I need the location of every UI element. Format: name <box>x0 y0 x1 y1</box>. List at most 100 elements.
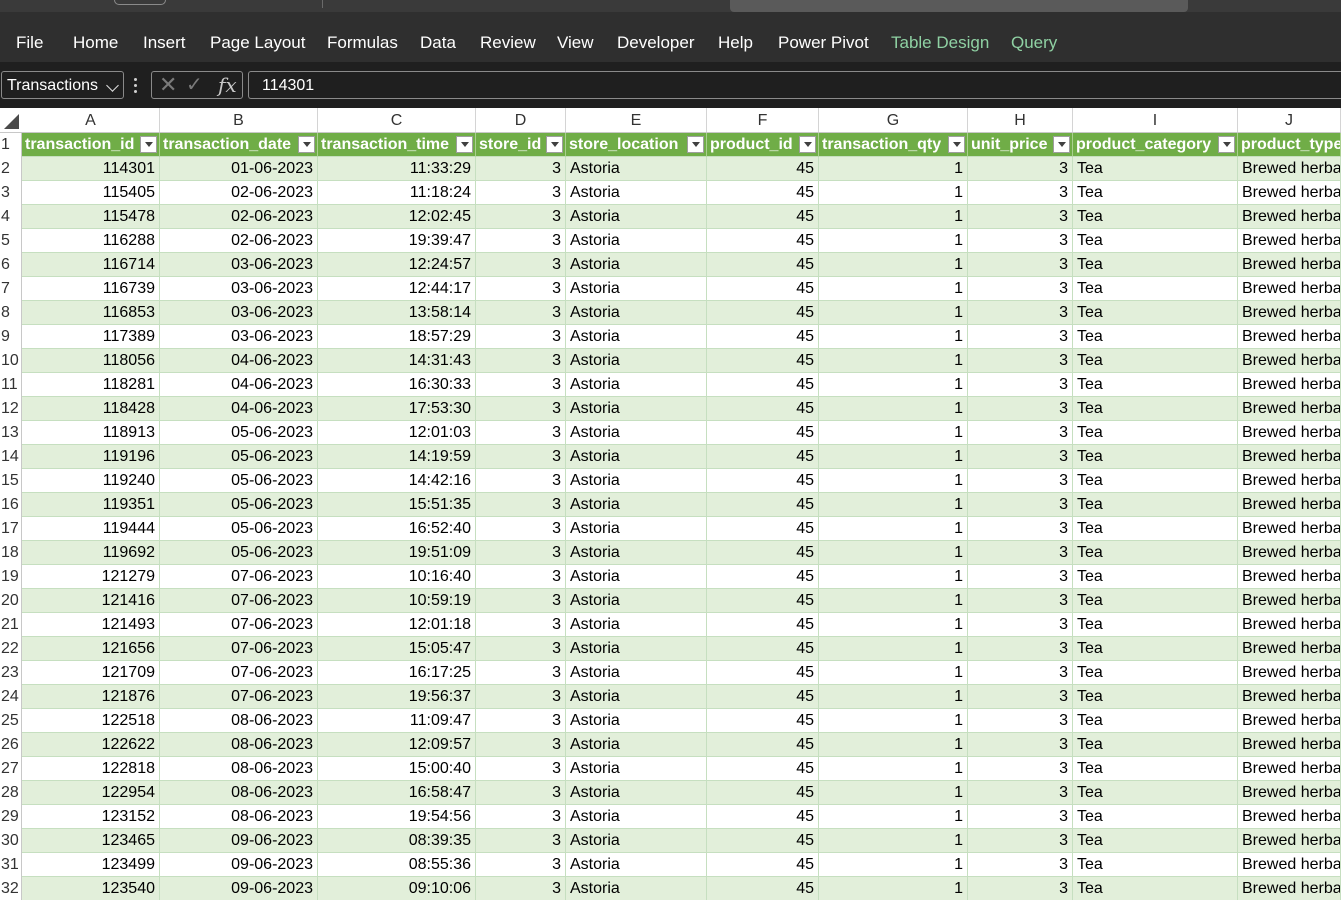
cell-unit-price[interactable]: 3 <box>968 373 1073 397</box>
cell-store-location[interactable]: Astoria <box>566 829 707 853</box>
header-cell-transaction-time[interactable]: transaction_time <box>318 133 476 157</box>
cell-product-category[interactable]: Tea <box>1073 181 1238 205</box>
cell-product-id[interactable]: 45 <box>707 829 819 853</box>
cell-store-location[interactable]: Astoria <box>566 493 707 517</box>
cell-product-id[interactable]: 45 <box>707 205 819 229</box>
cell-product-type[interactable]: Brewed herbal tea <box>1238 853 1341 877</box>
cell-store-id[interactable]: 3 <box>476 277 566 301</box>
row-header[interactable]: 7 <box>1 280 10 297</box>
cell-transaction-id[interactable]: 121656 <box>22 637 160 661</box>
cell-product-id[interactable]: 45 <box>707 853 819 877</box>
cell-transaction-time[interactable]: 10:16:40 <box>318 565 476 589</box>
cell-product-category[interactable]: Tea <box>1073 517 1238 541</box>
row-header[interactable]: 15 <box>1 472 19 489</box>
cell-product-type[interactable]: Brewed herbal tea <box>1238 781 1341 805</box>
cell-store-location[interactable]: Astoria <box>566 397 707 421</box>
cell-store-location[interactable]: Astoria <box>566 565 707 589</box>
autosave-toggle[interactable] <box>114 0 166 5</box>
cell-transaction-id[interactable]: 119444 <box>22 517 160 541</box>
cell-product-type[interactable]: Brewed herbal tea <box>1238 253 1341 277</box>
cell-transaction-date[interactable]: 02-06-2023 <box>160 205 318 229</box>
cell-transaction-id[interactable]: 116714 <box>22 253 160 277</box>
cell-transaction-date[interactable]: 09-06-2023 <box>160 877 318 900</box>
row-header[interactable]: 4 <box>1 208 10 225</box>
filter-dropdown-icon[interactable] <box>687 136 704 153</box>
cell-product-id[interactable]: 45 <box>707 181 819 205</box>
cell-product-id[interactable]: 45 <box>707 517 819 541</box>
cell-transaction-qty[interactable]: 1 <box>819 445 968 469</box>
row-header[interactable]: 30 <box>1 832 19 849</box>
filter-dropdown-icon[interactable] <box>456 136 473 153</box>
tab-power-pivot[interactable]: Power Pivot <box>778 33 869 52</box>
cell-product-type[interactable]: Brewed herbal tea <box>1238 397 1341 421</box>
cell-product-category[interactable]: Tea <box>1073 541 1238 565</box>
cell-store-id[interactable]: 3 <box>476 373 566 397</box>
header-cell-transaction-date[interactable]: transaction_date <box>160 133 318 157</box>
cell-product-type[interactable]: Brewed herbal tea <box>1238 301 1341 325</box>
row-header[interactable]: 3 <box>1 184 10 201</box>
cell-store-id[interactable]: 3 <box>476 853 566 877</box>
cell-store-id[interactable]: 3 <box>476 445 566 469</box>
cell-product-type[interactable]: Brewed herbal tea <box>1238 685 1341 709</box>
cell-product-id[interactable]: 45 <box>707 661 819 685</box>
cell-store-location[interactable]: Astoria <box>566 853 707 877</box>
cell-unit-price[interactable]: 3 <box>968 613 1073 637</box>
cell-transaction-time[interactable]: 15:00:40 <box>318 757 476 781</box>
cell-transaction-time[interactable]: 19:56:37 <box>318 685 476 709</box>
cell-transaction-qty[interactable]: 1 <box>819 613 968 637</box>
cell-transaction-qty[interactable]: 1 <box>819 709 968 733</box>
cell-store-location[interactable]: Astoria <box>566 301 707 325</box>
cell-product-id[interactable]: 45 <box>707 613 819 637</box>
cell-unit-price[interactable]: 3 <box>968 205 1073 229</box>
tab-home[interactable]: Home <box>73 33 119 52</box>
row-header[interactable]: 29 <box>1 808 19 825</box>
cell-product-type[interactable]: Brewed herbal tea <box>1238 541 1341 565</box>
row-header[interactable]: 24 <box>1 688 19 705</box>
cell-store-location[interactable]: Astoria <box>566 325 707 349</box>
cell-store-id[interactable]: 3 <box>476 613 566 637</box>
cell-store-id[interactable]: 3 <box>476 589 566 613</box>
cell-transaction-qty[interactable]: 1 <box>819 661 968 685</box>
cell-transaction-date[interactable]: 05-06-2023 <box>160 541 318 565</box>
column-header-j[interactable]: J <box>1238 108 1341 132</box>
cell-transaction-id[interactable]: 115478 <box>22 205 160 229</box>
cell-unit-price[interactable]: 3 <box>968 325 1073 349</box>
header-cell-product-category[interactable]: product_category <box>1073 133 1238 157</box>
cell-store-location[interactable]: Astoria <box>566 253 707 277</box>
cell-store-id[interactable]: 3 <box>476 757 566 781</box>
tab-review[interactable]: Review <box>480 33 536 52</box>
cell-product-category[interactable]: Tea <box>1073 709 1238 733</box>
cell-transaction-time[interactable]: 12:24:57 <box>318 253 476 277</box>
cell-unit-price[interactable]: 3 <box>968 397 1073 421</box>
chevron-down-icon[interactable] <box>106 79 119 92</box>
cell-transaction-qty[interactable]: 1 <box>819 781 968 805</box>
column-header-i[interactable]: I <box>1073 108 1238 132</box>
cell-transaction-qty[interactable]: 1 <box>819 229 968 253</box>
row-header[interactable]: 1 <box>1 136 10 153</box>
cell-product-id[interactable]: 45 <box>707 157 819 181</box>
cell-unit-price[interactable]: 3 <box>968 445 1073 469</box>
tab-file[interactable]: File <box>16 33 44 52</box>
cell-transaction-time[interactable]: 15:51:35 <box>318 493 476 517</box>
cell-unit-price[interactable]: 3 <box>968 349 1073 373</box>
cell-product-category[interactable]: Tea <box>1073 853 1238 877</box>
cell-store-location[interactable]: Astoria <box>566 613 707 637</box>
cell-store-location[interactable]: Astoria <box>566 421 707 445</box>
row-header[interactable]: 25 <box>1 712 19 729</box>
cell-transaction-qty[interactable]: 1 <box>819 373 968 397</box>
tab-data[interactable]: Data <box>420 33 456 52</box>
cell-transaction-date[interactable]: 04-06-2023 <box>160 349 318 373</box>
cell-product-id[interactable]: 45 <box>707 565 819 589</box>
header-cell-product-type[interactable]: product_type <box>1238 133 1341 157</box>
cell-unit-price[interactable]: 3 <box>968 805 1073 829</box>
cell-product-id[interactable]: 45 <box>707 325 819 349</box>
cell-transaction-qty[interactable]: 1 <box>819 805 968 829</box>
cell-product-type[interactable]: Brewed herbal tea <box>1238 613 1341 637</box>
cell-transaction-date[interactable]: 03-06-2023 <box>160 253 318 277</box>
cell-product-id[interactable]: 45 <box>707 805 819 829</box>
cell-transaction-id[interactable]: 121876 <box>22 685 160 709</box>
cell-product-id[interactable]: 45 <box>707 709 819 733</box>
cell-store-id[interactable]: 3 <box>476 565 566 589</box>
cell-product-category[interactable]: Tea <box>1073 829 1238 853</box>
cell-transaction-id[interactable]: 116739 <box>22 277 160 301</box>
